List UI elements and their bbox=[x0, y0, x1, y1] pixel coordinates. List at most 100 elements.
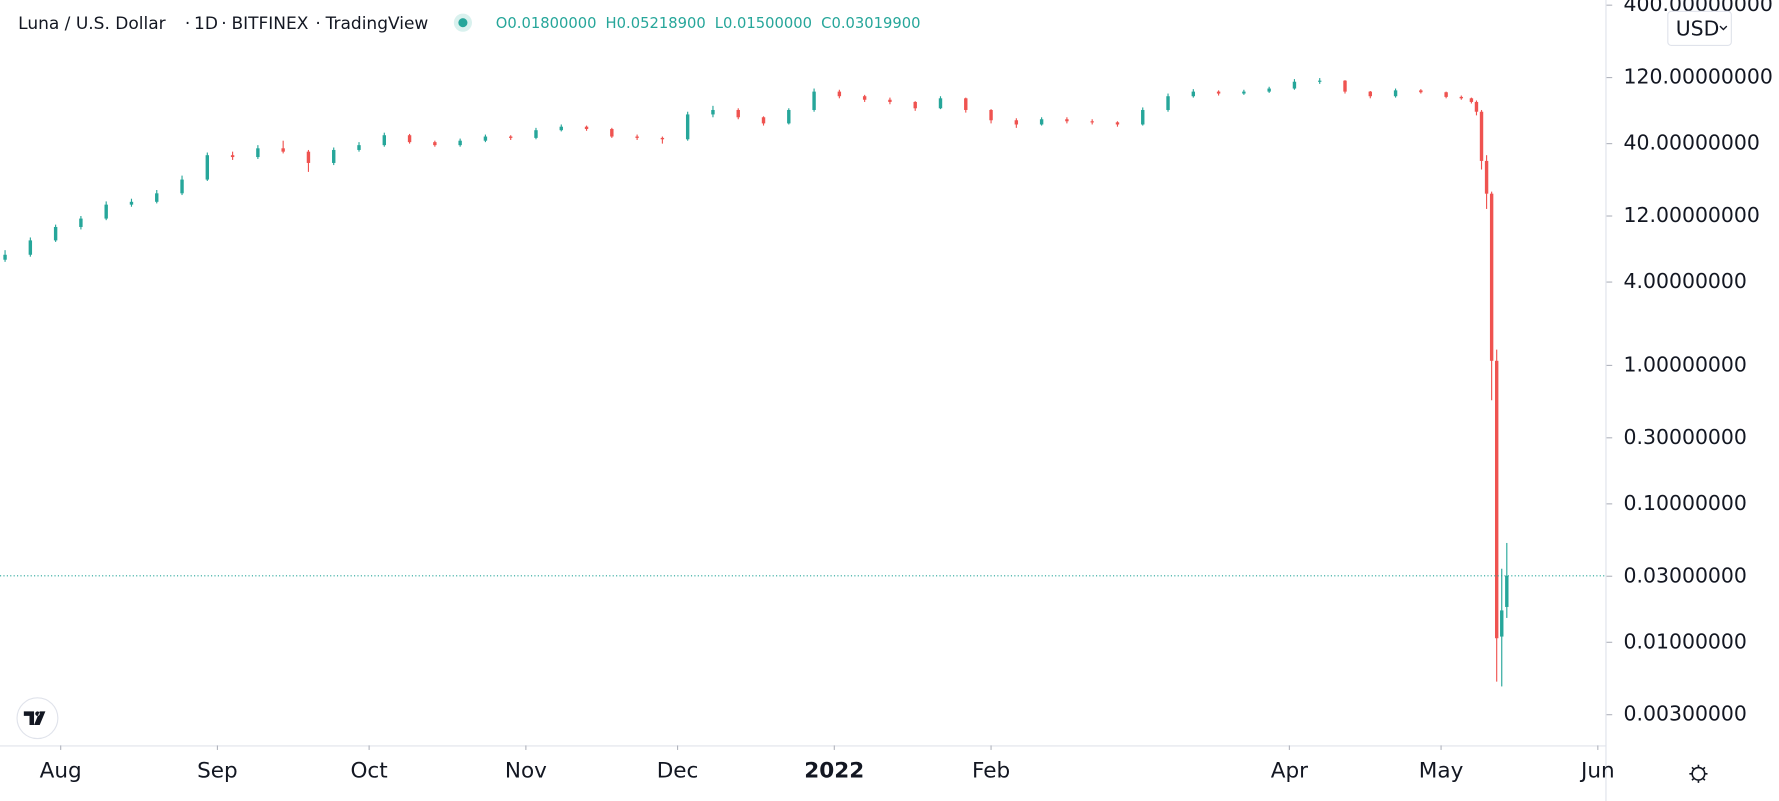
candle-body bbox=[1191, 91, 1196, 97]
y-tick-label: 40.00000000 bbox=[1624, 131, 1760, 155]
x-tick-label: May bbox=[1419, 759, 1464, 784]
status-dot bbox=[458, 18, 468, 28]
time-axis: Aug Sep Oct Nov Dec 2022 Feb Apr May Jun bbox=[40, 745, 1615, 784]
x-tick-label: Oct bbox=[350, 759, 387, 784]
candle-body bbox=[1115, 122, 1120, 125]
candle-body bbox=[635, 136, 639, 138]
ohlc-key: C bbox=[821, 15, 831, 32]
x-tick-label: 2022 bbox=[804, 759, 864, 784]
candle-body bbox=[862, 96, 867, 100]
currency-button[interactable]: USD bbox=[1667, 10, 1732, 46]
ohlc-value: 0.05218900 bbox=[617, 15, 706, 32]
candle-body bbox=[256, 148, 260, 158]
x-tick-label: Aug bbox=[40, 759, 82, 784]
settings-button[interactable] bbox=[1689, 764, 1708, 783]
candle-body bbox=[1166, 96, 1170, 110]
candle-body bbox=[281, 148, 285, 152]
candle-body bbox=[1216, 91, 1221, 94]
tradingview-logo[interactable] bbox=[16, 697, 59, 740]
candle-body bbox=[1368, 91, 1372, 97]
candle-body bbox=[508, 136, 513, 138]
candle-body bbox=[1474, 101, 1479, 112]
candle-body bbox=[1267, 88, 1271, 92]
candle-body bbox=[3, 254, 7, 260]
candle-body bbox=[685, 114, 690, 140]
candle-body bbox=[1343, 80, 1347, 92]
candle-body bbox=[1242, 91, 1246, 94]
candle-body bbox=[180, 179, 184, 194]
candle-body bbox=[1393, 90, 1398, 97]
candle-body bbox=[1489, 193, 1494, 361]
dropdown-arrow bbox=[1719, 25, 1728, 31]
ohlc-value: 0.01500000 bbox=[723, 15, 812, 32]
candle-body bbox=[230, 155, 235, 158]
candle-body bbox=[483, 136, 488, 141]
candle-body bbox=[1469, 98, 1474, 102]
candle-body bbox=[332, 149, 336, 163]
candle-body bbox=[1419, 90, 1423, 93]
candle-body bbox=[787, 109, 791, 124]
x-tick-label: Nov bbox=[505, 759, 547, 784]
candle-body bbox=[1014, 120, 1019, 125]
y-tick-label: 0.10000000 bbox=[1624, 491, 1747, 515]
candle-body bbox=[989, 109, 993, 121]
interval: 1D bbox=[194, 14, 218, 34]
candle-body bbox=[205, 155, 210, 180]
exchange: BITFINEX bbox=[231, 14, 308, 34]
y-tick-label: 400.00000000 bbox=[1624, 0, 1773, 16]
logo-mark bbox=[23, 711, 46, 725]
candle-body bbox=[1318, 80, 1322, 82]
plot-area bbox=[0, 78, 1606, 687]
candle-body bbox=[407, 135, 412, 143]
ohlc-key: L bbox=[715, 15, 724, 32]
candle-body bbox=[812, 91, 816, 110]
y-tick-label: 4.00000000 bbox=[1624, 269, 1747, 293]
candle-body bbox=[458, 140, 462, 146]
y-tick-label: 0.00300000 bbox=[1624, 702, 1747, 726]
x-tick-label: Jun bbox=[1579, 759, 1615, 784]
candle-body bbox=[1505, 575, 1509, 607]
candle-body bbox=[660, 137, 665, 140]
candle-body bbox=[913, 101, 917, 109]
candle-body bbox=[433, 142, 437, 146]
currency-button-frame[interactable] bbox=[1667, 10, 1732, 46]
candle-body bbox=[1494, 360, 1499, 639]
y-tick-label: 0.30000000 bbox=[1624, 425, 1747, 449]
candle-body bbox=[584, 126, 589, 130]
y-tick-label: 0.03000000 bbox=[1624, 563, 1747, 587]
candle-body bbox=[610, 129, 614, 137]
candle-body bbox=[1484, 160, 1489, 194]
gear-icon[interactable] bbox=[1691, 766, 1706, 781]
candle-body bbox=[938, 98, 943, 109]
candle-body bbox=[1065, 119, 1069, 122]
candle-body bbox=[306, 151, 311, 163]
candle-body bbox=[155, 193, 159, 202]
y-tick-label: 0.01000000 bbox=[1624, 629, 1747, 653]
candle-body bbox=[1039, 119, 1044, 125]
ohlc-value: 0.03019900 bbox=[831, 15, 920, 32]
separator: · bbox=[221, 14, 226, 34]
price-axis-bg bbox=[1606, 0, 1779, 801]
candle-body bbox=[736, 109, 740, 118]
candle-body bbox=[1459, 96, 1464, 99]
candle-body bbox=[1444, 92, 1448, 97]
candle-body bbox=[104, 204, 108, 219]
currency[interactable]: USD bbox=[1676, 16, 1720, 40]
candle-body bbox=[53, 226, 58, 241]
ohlc-key: O bbox=[496, 15, 508, 32]
candle-body bbox=[1479, 111, 1484, 161]
separator: · bbox=[185, 14, 190, 34]
candle-body bbox=[1292, 81, 1297, 89]
x-tick-label: Feb bbox=[972, 759, 1010, 784]
candle-body bbox=[711, 109, 715, 115]
candle-body bbox=[837, 91, 842, 97]
candle-body bbox=[79, 218, 83, 227]
legend-header: Luna / U.S. Dollar · 1D · BITFINEX · Tra… bbox=[18, 13, 921, 34]
y-tick-label: 1.00000000 bbox=[1624, 352, 1747, 376]
ohlc-value: 0.01800000 bbox=[507, 15, 596, 32]
separator: · bbox=[315, 14, 320, 34]
x-tick-label: Dec bbox=[657, 759, 699, 784]
candle-body bbox=[28, 240, 33, 255]
